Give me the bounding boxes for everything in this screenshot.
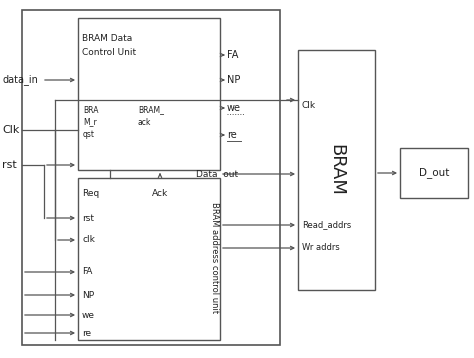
Text: Req: Req <box>82 189 99 198</box>
Text: rst: rst <box>82 213 94 223</box>
Bar <box>78 18 220 170</box>
Text: BRAM address control unit: BRAM address control unit <box>210 202 219 314</box>
Text: Clk: Clk <box>302 101 316 110</box>
Text: we: we <box>82 310 95 319</box>
Text: FA: FA <box>227 50 238 60</box>
Text: Ack: Ack <box>152 189 168 198</box>
Text: BRAM_: BRAM_ <box>138 106 164 115</box>
Text: re: re <box>82 329 91 338</box>
Text: Clk: Clk <box>2 125 19 135</box>
Text: data_in: data_in <box>2 74 38 86</box>
Text: clk: clk <box>82 236 95 245</box>
Text: rst: rst <box>2 160 17 170</box>
Text: BRAM Data: BRAM Data <box>82 34 132 43</box>
Text: Data  out: Data out <box>196 169 238 179</box>
Text: Control Unit: Control Unit <box>82 48 136 57</box>
Text: Wr addrs: Wr addrs <box>302 243 340 252</box>
Text: BRA: BRA <box>83 106 99 115</box>
Text: re: re <box>227 130 237 140</box>
Text: NP: NP <box>227 75 240 85</box>
Text: M_r: M_r <box>83 117 97 126</box>
Bar <box>78 178 220 340</box>
Text: BRAM: BRAM <box>327 144 345 196</box>
Text: we: we <box>227 103 241 113</box>
Bar <box>400 148 468 198</box>
Text: qst: qst <box>83 130 95 139</box>
Text: ack: ack <box>138 117 151 126</box>
Text: NP: NP <box>82 290 94 300</box>
Bar <box>298 50 375 290</box>
Text: Read_addrs: Read_addrs <box>302 221 351 229</box>
Text: D_out: D_out <box>419 168 449 178</box>
Text: FA: FA <box>82 267 92 276</box>
Bar <box>22 10 280 345</box>
